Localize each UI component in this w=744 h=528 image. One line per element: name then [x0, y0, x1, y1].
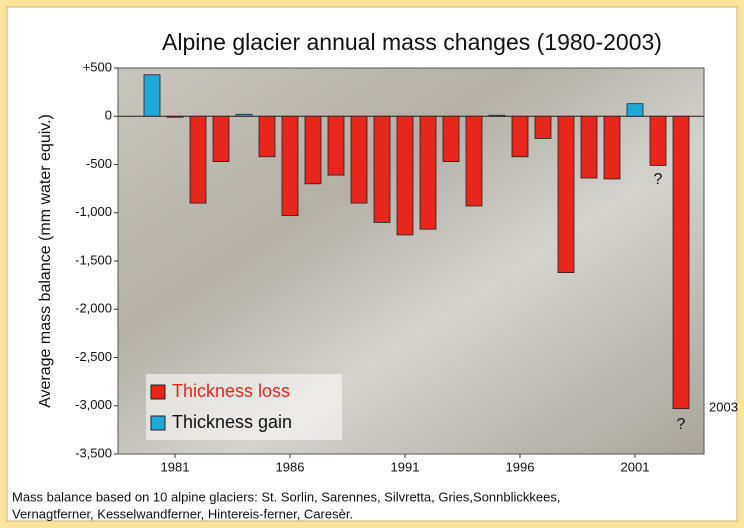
y-axis-label: Average mass balance (mm water equiv.) [37, 114, 54, 408]
y-tick-label: 0 [105, 108, 112, 123]
bar [557, 115, 575, 273]
bar [465, 115, 483, 207]
y-tick-label: -500 [86, 156, 112, 171]
bar [189, 115, 207, 204]
bar [304, 115, 322, 185]
legend-label: Thickness gain [172, 412, 292, 432]
x-tick-label: 2001 [621, 459, 650, 474]
y-tick-label: -3,000 [75, 397, 112, 412]
bar [419, 115, 437, 230]
legend-swatch [150, 415, 166, 431]
bar [281, 115, 299, 217]
annotation: ? [677, 416, 686, 433]
x-tick-label: 1996 [506, 459, 535, 474]
x-tick-label: 1986 [276, 459, 305, 474]
bar [258, 115, 276, 158]
bar [511, 115, 529, 158]
bar [534, 115, 552, 139]
legend-label: Thickness loss [172, 381, 290, 401]
bar [488, 114, 506, 117]
y-tick-label: -2,500 [75, 349, 112, 364]
y-tick-label: +500 [83, 59, 112, 74]
note: Vernagtferner, Kesselwandferner, Hintere… [12, 506, 353, 521]
bar [672, 115, 690, 410]
bar [350, 115, 368, 204]
y-tick-label: -3,500 [75, 445, 112, 460]
annotation: ? [654, 171, 663, 188]
legend-swatch [150, 384, 166, 400]
annotation: 2003 [709, 399, 738, 414]
bar [212, 115, 230, 163]
bar [603, 115, 621, 180]
bar [143, 74, 161, 117]
x-tick-label: 1991 [391, 459, 420, 474]
plot-border [117, 67, 705, 455]
y-tick-label: -1,500 [75, 252, 112, 267]
chart-title: Alpine glacier annual mass changes (1980… [162, 29, 662, 55]
bar [373, 115, 391, 223]
bar [327, 115, 345, 176]
bar [396, 115, 414, 236]
bar [580, 115, 598, 179]
y-tick-label: -2,000 [75, 301, 112, 316]
bar [235, 113, 253, 117]
bar [649, 115, 667, 166]
bar [626, 103, 644, 117]
legend [146, 374, 342, 440]
note: Mass balance based on 10 alpine glaciers… [12, 489, 560, 504]
y-tick-label: -1,000 [75, 204, 112, 219]
x-tick-label: 1981 [161, 459, 190, 474]
bar [166, 115, 184, 118]
bar [442, 115, 460, 163]
